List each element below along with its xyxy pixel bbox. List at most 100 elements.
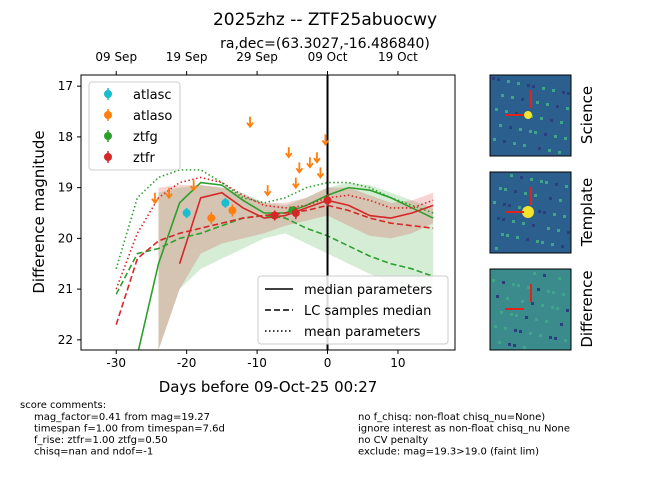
thumbnail-noise bbox=[562, 91, 565, 94]
thumbnail-noise bbox=[501, 233, 504, 236]
thumbnail-noise bbox=[548, 149, 551, 152]
data-point bbox=[182, 209, 191, 218]
thumbnail-label: Template bbox=[578, 178, 596, 247]
thumbnail-noise bbox=[500, 311, 503, 314]
legend-marker bbox=[104, 111, 112, 119]
thumbnail-noise bbox=[516, 236, 519, 239]
thumbnail-noise bbox=[525, 316, 528, 319]
thumbnail-noise bbox=[534, 131, 537, 134]
thumbnail-noise bbox=[497, 78, 500, 81]
thumbnail-noise bbox=[515, 314, 518, 317]
thumbnail-noise bbox=[506, 297, 509, 300]
thumbnail-noise bbox=[566, 309, 569, 312]
y-axis-label: Difference magnitude bbox=[30, 130, 48, 293]
y-tick-label: 17 bbox=[58, 79, 73, 93]
thumbnail-noise bbox=[547, 290, 550, 293]
legend-label: ztfg bbox=[133, 130, 158, 145]
upper-limit-arrow bbox=[285, 147, 293, 159]
thumbnail-noise bbox=[552, 291, 555, 294]
thumbnail-noise bbox=[522, 222, 525, 225]
top-x-tick-label: 29 Sep bbox=[236, 50, 278, 64]
thumbnail-noise bbox=[538, 210, 541, 213]
thumbnail-noise bbox=[543, 274, 546, 277]
thumbnail-noise bbox=[492, 77, 495, 80]
thumbnail-noise bbox=[497, 217, 500, 220]
comment-line: chisq=nan and ndof=-1 bbox=[34, 447, 153, 458]
data-point bbox=[323, 196, 332, 205]
top-x-tick-label: 09 Sep bbox=[95, 50, 137, 64]
y-tick-label: 21 bbox=[58, 282, 73, 296]
top-x-tick-label: 09 Oct bbox=[308, 50, 348, 64]
x-tick-label: -30 bbox=[106, 356, 126, 370]
thumbnail-noise bbox=[502, 281, 505, 284]
model-curve bbox=[115, 176, 434, 290]
top-x-tick-label: 19 Oct bbox=[378, 50, 418, 64]
thumbnail-noise bbox=[541, 304, 544, 307]
upper-limit-arrow bbox=[316, 167, 325, 179]
thumbnail-noise bbox=[557, 229, 560, 232]
thumbnail-noise bbox=[549, 197, 552, 200]
comment-line: no f_chisq: non-float chisq_nu=None) bbox=[358, 412, 545, 423]
thumbnail-noise bbox=[536, 101, 539, 104]
thumbnail-noise bbox=[567, 92, 570, 95]
data-point bbox=[221, 198, 230, 207]
legend-marker bbox=[104, 132, 112, 140]
thumbnail-noise bbox=[566, 107, 569, 110]
thumbnail-noise bbox=[558, 151, 561, 154]
thumbnail-noise bbox=[526, 238, 529, 241]
legend-label: ztfr bbox=[133, 151, 155, 166]
thumbnail-noise bbox=[496, 295, 499, 298]
curve-legend-box bbox=[257, 275, 449, 345]
thumbnail-noise bbox=[498, 341, 501, 344]
thumbnail-noise bbox=[523, 144, 526, 147]
thumbnail-noise bbox=[502, 218, 505, 221]
thumbnail-noise bbox=[493, 201, 496, 204]
thumbnail-noise bbox=[519, 330, 522, 333]
upper-limit-arrow bbox=[246, 116, 254, 129]
thumbnail-noise bbox=[517, 82, 520, 85]
top-x-tick-label: 19 Sep bbox=[166, 50, 208, 64]
x-tick-label: 0 bbox=[324, 356, 332, 370]
thumbnail-noise bbox=[495, 108, 498, 111]
thumbnail-noise bbox=[532, 224, 535, 227]
thumbnail-noise bbox=[547, 227, 550, 230]
upper-limit-arrow bbox=[263, 185, 272, 197]
thumbnail-noise bbox=[506, 234, 509, 237]
plot-area bbox=[115, 75, 434, 350]
thumbnail-noise bbox=[517, 284, 520, 287]
thumbnail-noise bbox=[540, 117, 543, 120]
x-tick-label: 10 bbox=[390, 356, 405, 370]
x-axis-label: Days before 09-Oct-25 00:27 bbox=[159, 378, 378, 396]
thumbnail-noise bbox=[527, 84, 530, 87]
thumbnail-noise bbox=[529, 332, 532, 335]
thumbnail-noise bbox=[552, 89, 555, 92]
legend-box bbox=[88, 81, 181, 171]
thumbnail-noise bbox=[508, 204, 511, 207]
thumbnail-noise bbox=[499, 187, 502, 190]
thumbnail-noise bbox=[509, 126, 512, 129]
legend-label: median parameters bbox=[304, 283, 432, 298]
thumbnail-noise bbox=[493, 138, 496, 141]
thumbnail-noise bbox=[556, 307, 559, 310]
legend-marker bbox=[104, 90, 112, 98]
upper-limit-arrow bbox=[165, 187, 173, 200]
y-tick-label: 19 bbox=[58, 181, 73, 195]
thumbnail-noise bbox=[542, 87, 545, 90]
comment-line: no CV penalty bbox=[358, 435, 428, 446]
legend-label: atlasc bbox=[133, 88, 172, 103]
thumbnail-noise bbox=[521, 98, 524, 101]
thumbnail-noise bbox=[534, 194, 537, 197]
x-tick-label: -10 bbox=[247, 356, 267, 370]
thumbnail-noise bbox=[567, 231, 570, 234]
source-blob bbox=[522, 206, 534, 218]
thumbnail-noise bbox=[544, 133, 547, 136]
chart-subtitle: ra,dec=(63.3027,-16.486840) bbox=[220, 36, 430, 52]
comment-line: exclude: mag=19.3>19.0 (faint lim) bbox=[358, 447, 539, 458]
thumbnail-noise bbox=[512, 220, 515, 223]
y-tick-label: 20 bbox=[58, 231, 73, 245]
upper-limit-arrow bbox=[292, 177, 300, 190]
thumbnail-noise bbox=[510, 313, 513, 316]
upper-limit-arrow bbox=[306, 157, 314, 169]
legend-label: atlaso bbox=[133, 109, 172, 124]
thumbnail-noise bbox=[551, 243, 554, 246]
